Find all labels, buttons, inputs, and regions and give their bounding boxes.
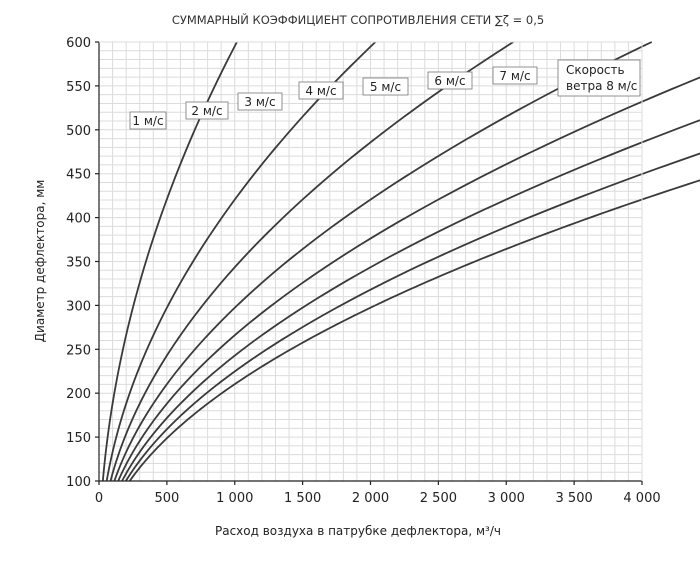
tick-labels: 0 500 1 000 1 500 2 000 2 500 3 000 3 500 4 000 1… [66, 36, 660, 506]
y-tick-label: 350 [66, 256, 91, 271]
curve-8 [128, 179, 700, 482]
curve-label-box [298, 81, 344, 100]
y-tick-label: 450 [66, 168, 91, 183]
curve-label-2: 2 м/с [191, 104, 222, 118]
y-tick-label: 150 [66, 431, 91, 446]
curve-6 [121, 119, 700, 482]
chart-title: СУММАРНЫЙ КОЭФФИЦИЕНТ СОПРОТИВЛЕНИЯ СЕТИ… [172, 12, 544, 27]
x-axis-label: Расход воздуха в патрубке дефлектора, м³… [215, 524, 501, 538]
y-tick-label: 100 [66, 475, 91, 490]
curve-label-box [237, 92, 283, 111]
y-tick-label: 300 [66, 299, 91, 314]
x-tick-label: 1 500 [284, 491, 321, 506]
curve-label-5: 5 м/с [370, 80, 401, 94]
curve-labels: 1 м/с 2 м/с 3 м/с 4 м/с 5 м/с 6 м/с 7 м/с Скоро… [129, 59, 641, 130]
y-axis-label: Диаметр дефлектора, мм [33, 180, 47, 343]
y-tick-label: 250 [66, 343, 91, 358]
curves [101, 41, 700, 482]
x-tick-label: 500 [154, 491, 179, 506]
curve-label-box [129, 111, 167, 130]
y-tick-label: 400 [66, 212, 91, 227]
curve-label-1: 1 м/с [132, 114, 163, 128]
curve-4 [113, 41, 653, 482]
y-tick-label: 550 [66, 80, 91, 95]
y-tick-label: 500 [66, 124, 91, 139]
x-tick-label: 4 000 [623, 491, 660, 506]
x-tick-label: 2 500 [420, 491, 457, 506]
y-tick-label: 600 [66, 36, 91, 51]
curve-label-box [557, 59, 641, 97]
curve-7 [125, 152, 700, 482]
x-tick-label: 1 000 [216, 491, 253, 506]
curve-label-box [362, 77, 409, 96]
curve-label-4: 4 м/с [305, 84, 336, 98]
curve-label-3: 3 м/с [244, 95, 275, 109]
x-tick-label: 0 [95, 491, 103, 506]
x-tick-label: 3 000 [488, 491, 525, 506]
x-tick-label: 2 000 [352, 491, 389, 506]
curve-label-box [492, 66, 538, 85]
x-tick-label: 3 500 [556, 491, 593, 506]
curve-label-8-line1: Скорость [566, 63, 625, 77]
curve-label-6: 6 м/с [434, 74, 465, 88]
curve-3 [109, 41, 514, 482]
y-tick-label: 200 [66, 387, 91, 402]
curve-label-7: 7 м/с [499, 69, 530, 83]
grid [98, 41, 643, 482]
curve-label-box [185, 101, 229, 120]
curve-label-8-line2: ветра 8 м/с [566, 79, 637, 93]
curve-5 [117, 76, 700, 482]
curve-2 [105, 41, 377, 482]
curve-label-box [427, 71, 473, 90]
